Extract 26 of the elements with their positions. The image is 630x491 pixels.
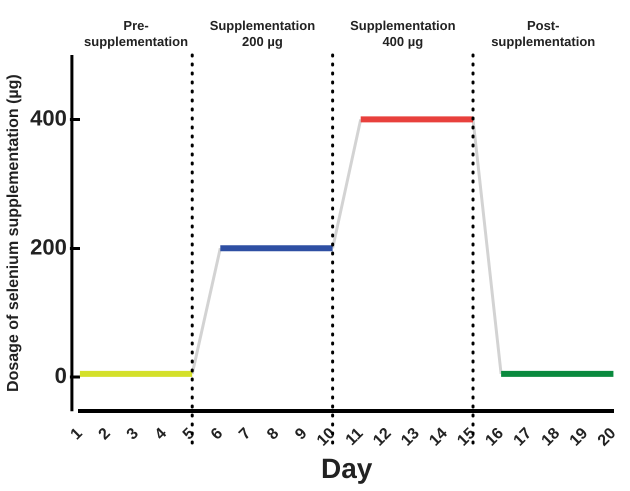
y-tick-label: 0	[54, 363, 67, 388]
y-tick-label: 200	[30, 234, 67, 260]
x-tick-label: 20	[594, 424, 620, 450]
x-axis-title: Day	[320, 452, 373, 484]
text: Supplementation 200 µg	[208, 18, 316, 50]
x-tick-label: 6	[208, 424, 226, 444]
x-tick-label: 3	[124, 424, 142, 444]
x-tick-label: 13	[398, 424, 423, 450]
x-tick-label: 19	[566, 424, 592, 450]
y-tick-label: 400	[30, 105, 67, 130]
x-tick-label: 16	[482, 424, 508, 450]
x-tick-label: 18	[538, 424, 564, 450]
x-tick-label: 11	[342, 424, 367, 449]
x-tick-label: 12	[370, 424, 395, 450]
x-tick-label: 17	[510, 424, 536, 450]
y-axis-title: Dosage of selenium supplementation (µg)	[5, 74, 22, 392]
text: Pre-supplementation	[83, 18, 190, 50]
x-tick-label: 8	[264, 424, 282, 444]
x-tick-label: 9	[292, 424, 311, 444]
x-tick-label: 14	[426, 424, 451, 450]
x-tick-label: 1	[68, 424, 86, 444]
text: Post-supplementation	[490, 18, 596, 50]
x-tick-label: 4	[152, 424, 170, 444]
x-tick-label: 2	[96, 424, 114, 444]
x-tick-label: 7	[236, 424, 254, 444]
text: Supplementation 400 µg	[349, 18, 457, 50]
